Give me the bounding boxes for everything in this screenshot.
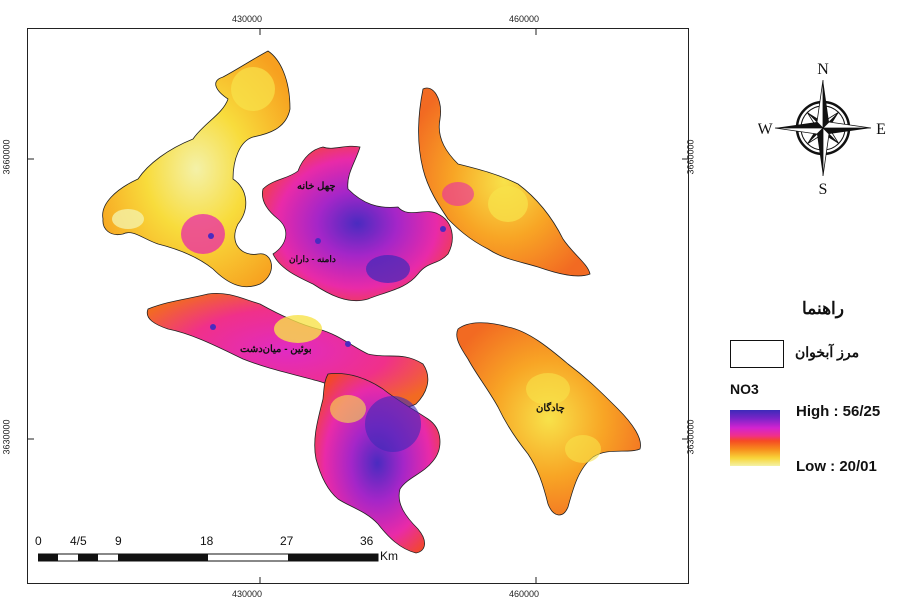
scale-unit-label: Km	[380, 549, 398, 563]
scale-label-27: 27	[280, 534, 294, 548]
place-label-buin-miandasht: بوئین - میان‌دشت	[240, 344, 312, 355]
aquifer-south-lobe	[314, 372, 441, 554]
x-tick-label-top-2: 460000	[509, 14, 540, 24]
place-label-chehel-khaneh: چهل خانه	[297, 181, 336, 192]
compass-north-label: N	[817, 61, 829, 78]
x-tick-label-top-1: 430000	[232, 14, 263, 24]
nitrate-map	[28, 29, 688, 583]
north-arrow-icon: N S E W	[758, 61, 886, 198]
y-tick-label-left-1: 3660000	[1, 139, 12, 175]
scale-label-4-5: 4/5	[70, 534, 87, 548]
aquifer-northeast-lobe	[418, 87, 591, 277]
legend-title: راهنما	[801, 299, 844, 318]
aquifer-east-lobe	[456, 322, 641, 516]
y-tick-label-right-2: 3630000	[685, 419, 696, 455]
compass-south-label: S	[819, 181, 828, 198]
scale-label-36: 36	[360, 534, 374, 548]
aquifer-northwest-lobe	[102, 50, 291, 288]
nitrate-legend-title: NO3	[730, 381, 759, 397]
scale-label-18: 18	[200, 534, 214, 548]
nitrate-low-label: Low : 20/01	[796, 458, 877, 475]
place-label-chadegan: چادگان	[536, 403, 565, 414]
y-tick-label-left-2: 3630000	[1, 419, 12, 455]
nitrate-high-label: High : 56/25	[796, 403, 881, 420]
place-label-damaneh-daran: دامنه - داران	[289, 254, 336, 264]
aquifer-boundary-label: مرز آبخوان	[795, 344, 860, 360]
compass-west-label: W	[758, 121, 773, 138]
scale-label-0: 0	[35, 534, 42, 548]
scale-bar	[38, 553, 379, 562]
map-frame	[27, 28, 689, 584]
x-tick-label-bottom-1: 430000	[232, 589, 263, 599]
compass-east-label: E	[876, 121, 886, 138]
y-tick-label-right-1: 3660000	[685, 139, 696, 175]
nitrate-color-ramp	[730, 410, 780, 466]
aquifer-boundary-swatch	[730, 340, 784, 368]
scale-label-9: 9	[115, 534, 122, 548]
x-tick-label-bottom-2: 460000	[509, 589, 540, 599]
